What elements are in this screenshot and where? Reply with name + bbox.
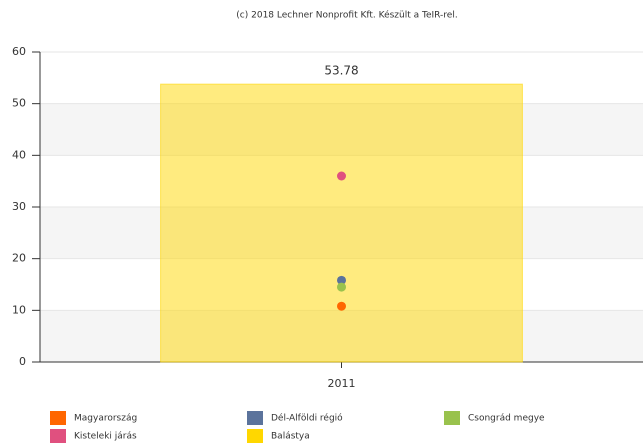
legend-swatch xyxy=(247,429,263,443)
legend-label: Dél-Alföldi régió xyxy=(271,413,343,424)
chart-subtitle: (c) 2018 Lechner Nonprofit Kft. Készült … xyxy=(236,10,457,21)
legend-label: Csongrád megye xyxy=(468,414,545,424)
point xyxy=(337,171,346,181)
point xyxy=(337,275,346,285)
legend-label: Balástya xyxy=(271,432,310,442)
y-tick-label: 20 xyxy=(12,252,26,265)
y-tick-label: 10 xyxy=(12,303,26,316)
y-tick-label: 0 xyxy=(19,355,26,368)
y-tick-label: 50 xyxy=(12,97,26,110)
x-tick-label: 2011 xyxy=(328,377,356,390)
y-tick-label: 40 xyxy=(12,148,26,161)
bar xyxy=(160,83,523,363)
y-tick-label: 30 xyxy=(12,200,26,213)
legend-swatch xyxy=(50,411,66,425)
legend-swatch xyxy=(50,429,66,443)
legend-label: Kisteleki járás xyxy=(74,432,137,442)
data-label: 53.78 xyxy=(324,64,358,78)
point xyxy=(337,282,346,292)
point xyxy=(337,301,346,311)
y-tick-label: 60 xyxy=(12,45,26,58)
legend-swatch xyxy=(444,411,460,425)
legend-swatch xyxy=(247,411,263,425)
legend-label: Magyarország xyxy=(74,414,137,424)
